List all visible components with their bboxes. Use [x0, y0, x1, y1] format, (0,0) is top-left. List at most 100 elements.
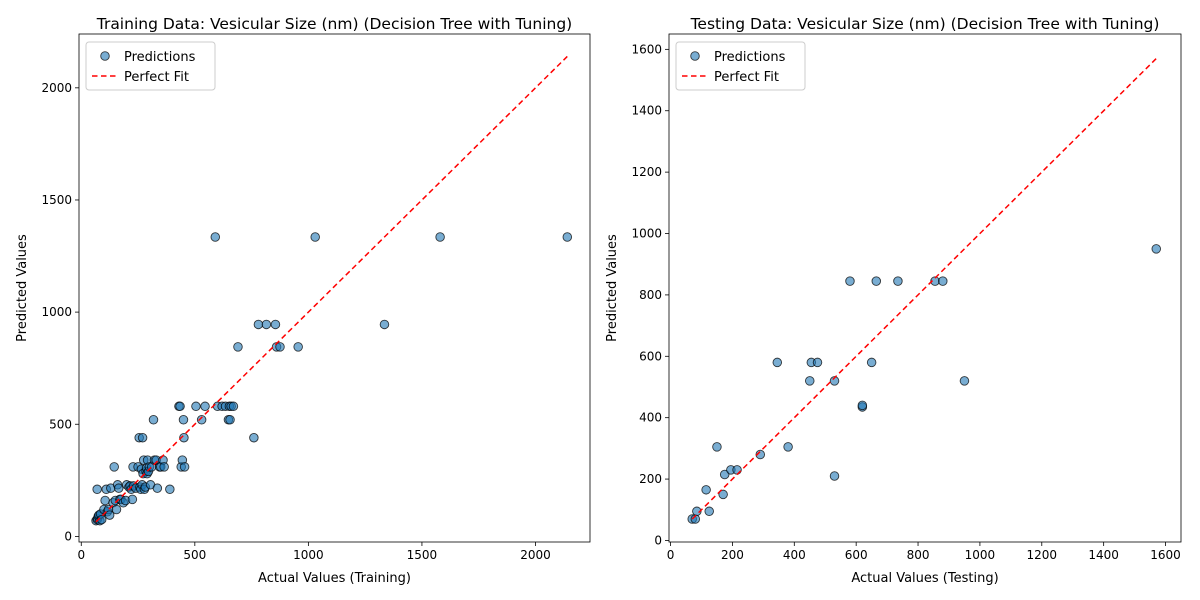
- data-point: [261, 319, 272, 330]
- data-point: [228, 401, 239, 412]
- y-axis-label: Predicted Values: [15, 234, 30, 342]
- data-point: [178, 415, 189, 425]
- data-point: [210, 232, 221, 242]
- legend-marker-predictions: [690, 51, 700, 61]
- data-point: [959, 376, 970, 386]
- legend-label-predictions: Predictions: [124, 50, 196, 65]
- y-tick-label: 0: [654, 533, 662, 547]
- data-point: [249, 432, 259, 443]
- x-tick-label: 600: [845, 548, 868, 562]
- data-point: [1151, 244, 1162, 254]
- chart-panel-1: Training Data: Vesicular Size (nm) (Deci…: [15, 15, 591, 586]
- data-point: [253, 319, 264, 330]
- x-tick-label: 1400: [1088, 548, 1119, 562]
- data-point: [104, 510, 115, 520]
- plot-frame: [78, 33, 591, 543]
- data-point: [783, 442, 793, 452]
- data-point: [435, 232, 445, 242]
- legend-label-perfect-fit: Perfect Fit: [714, 70, 779, 85]
- plot-frame: [668, 33, 1182, 543]
- data-point: [812, 357, 823, 368]
- chart-title: Training Data: Vesicular Size (nm) (Deci…: [96, 15, 572, 33]
- legend-box: [85, 41, 216, 91]
- y-tick-label: 1000: [41, 305, 72, 319]
- x-axis-label: Actual Values (Testing): [851, 571, 998, 586]
- x-tick-label: 1500: [407, 548, 438, 562]
- x-tick-label: 1200: [1027, 548, 1058, 562]
- data-point: [772, 357, 783, 368]
- data-point: [712, 442, 722, 452]
- x-tick-label: 400: [783, 548, 806, 562]
- data-point: [200, 401, 210, 412]
- y-tick-label: 0: [64, 529, 72, 543]
- data-point: [225, 415, 235, 425]
- data-point: [829, 471, 840, 481]
- data-point: [829, 376, 840, 386]
- y-tick-label: 400: [639, 411, 662, 425]
- data-point: [270, 319, 281, 330]
- x-axis-label: Actual Values (Training): [258, 571, 411, 586]
- x-tick-label: 1000: [965, 548, 996, 562]
- y-tick-label: 800: [639, 288, 662, 302]
- data-point: [148, 415, 159, 425]
- data-point: [562, 232, 573, 242]
- data-point: [293, 342, 303, 352]
- data-point: [191, 401, 201, 412]
- data-point: [310, 232, 320, 242]
- plot-area: [91, 55, 573, 526]
- y-tick-label: 1500: [41, 193, 72, 207]
- data-point: [137, 432, 148, 443]
- y-tick-label: 600: [639, 349, 662, 363]
- y-tick-label: 200: [639, 472, 662, 486]
- legend-marker-predictions: [100, 51, 110, 61]
- x-tick-label: 0: [667, 548, 675, 562]
- data-point: [179, 462, 190, 472]
- data-point: [127, 494, 138, 505]
- legend-label-predictions: Predictions: [714, 50, 786, 65]
- y-axis-label: Predicted Values: [605, 234, 620, 342]
- data-point: [718, 489, 728, 500]
- data-point: [275, 342, 285, 352]
- data-point: [152, 483, 163, 493]
- data-point: [379, 319, 390, 330]
- perfect-fit-line: [691, 58, 1157, 520]
- legend: Predictions Perfect Fit: [85, 41, 216, 91]
- data-point: [866, 357, 877, 368]
- data-point: [732, 465, 742, 475]
- y-tick-label: 1200: [631, 165, 662, 179]
- data-point: [857, 400, 868, 411]
- data-point: [111, 504, 122, 515]
- data-point: [109, 462, 119, 472]
- data-point: [893, 276, 903, 286]
- legend-box: [675, 41, 806, 91]
- perfect-fit-line: [95, 55, 568, 523]
- chart-title: Testing Data: Vesicular Size (nm) (Decis…: [690, 15, 1160, 33]
- x-tick-label: 2000: [520, 548, 551, 562]
- data-point: [196, 415, 207, 425]
- data-point: [159, 462, 169, 472]
- data-point: [871, 276, 882, 286]
- plot-area: [687, 58, 1162, 524]
- legend: Predictions Perfect Fit: [675, 41, 806, 91]
- data-point: [92, 484, 102, 495]
- y-tick-label: 1000: [631, 227, 662, 241]
- data-point: [755, 449, 766, 460]
- y-tick-label: 1600: [631, 42, 662, 56]
- data-point: [845, 276, 855, 286]
- chart-panel-2: Testing Data: Vesicular Size (nm) (Decis…: [605, 15, 1182, 586]
- data-point: [100, 495, 110, 506]
- data-point: [692, 506, 702, 517]
- data-point: [805, 376, 815, 386]
- data-point: [233, 342, 243, 352]
- data-point: [179, 432, 189, 443]
- y-tick-label: 500: [49, 417, 72, 431]
- data-point: [704, 506, 714, 517]
- x-tick-label: 0: [77, 548, 85, 562]
- data-point: [701, 485, 711, 495]
- x-tick-label: 1000: [293, 548, 324, 562]
- y-tick-label: 1400: [631, 104, 662, 118]
- data-point: [165, 484, 175, 495]
- y-tick-label: 2000: [41, 81, 72, 95]
- x-tick-label: 200: [721, 548, 744, 562]
